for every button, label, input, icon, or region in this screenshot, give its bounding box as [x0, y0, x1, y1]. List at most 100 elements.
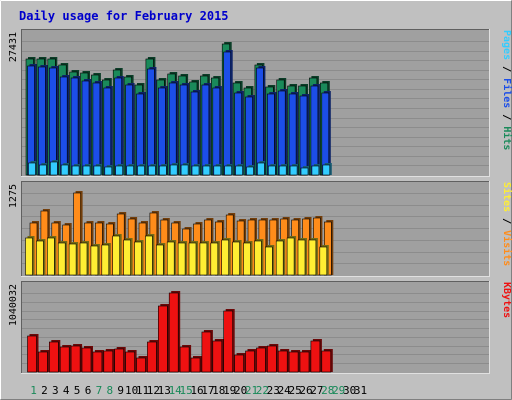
- bar-kbytes-day-9: [114, 347, 126, 373]
- bars-visits: [25, 191, 334, 276]
- bar-sites-day-5: [68, 242, 79, 276]
- panel-series-legend: Pages / Files / Hits: [501, 30, 512, 150]
- bar-kbytes-day-26: [299, 350, 311, 373]
- bar-pages-day-9: [115, 164, 125, 176]
- bar-sites-day-21: [243, 241, 253, 276]
- bar-kbytes-day-1: [27, 334, 39, 373]
- bar-files-day-6: [81, 79, 91, 176]
- day-label-12: 12: [147, 384, 160, 397]
- bar-files-day-24: [277, 89, 288, 176]
- bar-pages-day-24: [278, 164, 289, 176]
- bar-pages-day-19: [224, 164, 234, 176]
- day-label-21: 21: [245, 384, 258, 397]
- day-label-15: 15: [179, 384, 192, 397]
- bar-kbytes-day-4: [59, 345, 72, 373]
- day-label-11: 11: [136, 384, 149, 397]
- day-label-1: 1: [30, 384, 37, 397]
- bar-files-day-25: [288, 92, 299, 176]
- bar-kbytes-day-20: [234, 353, 246, 373]
- bar-sites-day-22: [254, 239, 264, 276]
- bar-sites-day-23: [264, 245, 275, 276]
- day-label-4: 4: [63, 384, 70, 397]
- legend-kbytes: KBytes: [501, 282, 512, 318]
- day-label-30: 30: [343, 384, 356, 397]
- day-label-29: 29: [332, 384, 345, 397]
- bar-kbytes-day-7: [92, 350, 104, 373]
- day-label-22: 22: [256, 384, 269, 397]
- bar-sites-day-13: [156, 243, 166, 276]
- bar-pages-day-21: [246, 165, 256, 176]
- legend-separator: /: [501, 108, 512, 126]
- bar-files-day-3: [48, 66, 59, 176]
- bar-sites-day-12: [145, 234, 155, 276]
- bar-kbytes-day-8: [103, 349, 115, 373]
- legend-separator: /: [501, 212, 512, 230]
- bar-kbytes-day-23: [266, 344, 279, 373]
- bar-files-day-15: [179, 83, 190, 176]
- bar-kbytes-day-25: [288, 350, 301, 373]
- day-label-25: 25: [288, 384, 301, 397]
- panel-kbytes: 1040032 KBytes: [8, 281, 512, 374]
- bar-sites-day-19: [221, 238, 231, 276]
- bar-sites-day-24: [275, 239, 286, 276]
- bar-kbytes-day-2: [38, 350, 50, 373]
- bar-sites-day-18: [210, 241, 220, 276]
- panel-hits: 27431 Pages / Files / Hits: [8, 29, 512, 177]
- bar-files-day-16: [190, 90, 200, 176]
- legend-separator: /: [501, 60, 512, 78]
- bar-pages-day-20: [235, 164, 245, 176]
- bar-kbytes-day-16: [190, 356, 202, 373]
- bar-files-day-12: [147, 67, 157, 176]
- day-label-18: 18: [212, 384, 225, 397]
- bar-sites-day-27: [308, 238, 318, 276]
- legend-files: Files: [501, 78, 512, 108]
- bar-kbytes-day-10: [125, 350, 137, 373]
- bar-files-day-5: [70, 76, 81, 176]
- bar-pages-day-23: [267, 164, 278, 176]
- bar-pages-day-7: [93, 164, 103, 176]
- day-label-16: 16: [190, 384, 203, 397]
- day-label-2: 2: [41, 384, 48, 397]
- panel-series-legend: Sites / Visits: [501, 182, 512, 266]
- bar-pages-day-2: [39, 163, 49, 176]
- day-label-27: 27: [310, 384, 323, 397]
- bar-sites-day-6: [79, 241, 89, 276]
- bar-kbytes-day-15: [179, 345, 192, 373]
- bar-sites-day-28: [319, 245, 329, 276]
- chart-title: Daily usage for February 2015: [19, 9, 229, 23]
- bar-sites-day-4: [57, 241, 68, 276]
- panel-visits: 1275 Sites / Visits: [8, 181, 512, 277]
- bar-kbytes-day-3: [48, 340, 61, 373]
- bar-kbytes-day-17: [201, 330, 213, 373]
- bar-kbytes-day-6: [81, 346, 93, 373]
- bar-files-day-9: [114, 76, 124, 176]
- bar-sites-day-7: [90, 244, 100, 276]
- bar-sites-day-17: [199, 241, 209, 276]
- bar-pages-day-6: [82, 164, 92, 176]
- x-axis-day-labels: 1 2 3 4 5 6 7 8 9 1011121314151617181920212223242…: [30, 384, 367, 397]
- day-label-23: 23: [267, 384, 280, 397]
- legend-sites: Sites: [501, 182, 512, 212]
- bars-hits: [25, 42, 332, 176]
- bar-sites-day-10: [123, 238, 133, 276]
- bar-kbytes-day-21: [245, 349, 257, 373]
- bar-pages-day-8: [104, 165, 114, 176]
- bar-kbytes-day-19: [223, 309, 235, 373]
- legend-visits: Visits: [501, 230, 512, 266]
- day-label-26: 26: [299, 384, 312, 397]
- bar-files-day-10: [125, 83, 135, 176]
- day-label-28: 28: [321, 384, 334, 397]
- bar-sites-day-2: [36, 239, 46, 276]
- bar-sites-day-14: [166, 240, 177, 276]
- bar-files-day-28: [321, 91, 331, 176]
- bar-pages-day-1: [28, 161, 38, 176]
- bar-sites-day-20: [232, 240, 242, 276]
- bar-sites-day-25: [286, 236, 297, 276]
- bar-files-day-23: [266, 92, 277, 176]
- bar-files-day-4: [59, 75, 70, 176]
- bar-kbytes-day-11: [136, 356, 148, 373]
- bar-pages-day-3: [49, 160, 60, 176]
- panel-scale-label: 1275: [8, 184, 19, 208]
- bar-files-day-19: [223, 50, 233, 176]
